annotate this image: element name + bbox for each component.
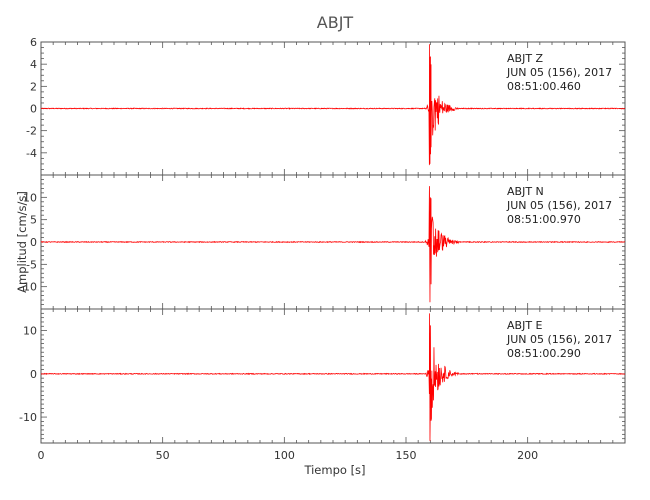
chart-title: ABJT	[317, 13, 354, 32]
panel-date: JUN 05 (156), 2017	[506, 333, 612, 346]
x-tick-label: 150	[396, 449, 417, 462]
y-tick-label: 2	[30, 80, 37, 93]
y-tick-label: -4	[26, 147, 37, 160]
panel-time: 08:51:00.460	[507, 80, 581, 93]
y-tick-label: -5	[26, 258, 37, 271]
panel-channel: ABJT N	[507, 185, 544, 198]
x-tick-label: 100	[274, 449, 295, 462]
y-tick-label: 5	[30, 214, 37, 227]
y-tick-label: 0	[30, 236, 37, 249]
y-tick-label: -10	[19, 281, 37, 294]
panel-channel: ABJT Z	[507, 52, 544, 65]
x-axis-label: Tiempo [s]	[303, 463, 365, 477]
y-tick-label: 6	[30, 36, 37, 49]
x-tick-label: 200	[517, 449, 538, 462]
panel-date: JUN 05 (156), 2017	[506, 199, 612, 212]
y-tick-label: 0	[30, 368, 37, 381]
waveform-trace	[40, 44, 626, 166]
panel-time: 08:51:00.290	[507, 347, 581, 360]
waveform-trace	[40, 186, 626, 303]
panel-time: 08:51:00.970	[507, 213, 581, 226]
waveform-trace	[40, 313, 626, 441]
y-axis-label: Amplitud [cm/s/s]	[15, 191, 29, 293]
y-tick-label: 10	[23, 191, 37, 204]
y-tick-label: 10	[23, 325, 37, 338]
y-tick-label: 4	[30, 58, 37, 71]
panel-channel: ABJT E	[507, 319, 543, 332]
y-tick-label: -10	[19, 411, 37, 424]
y-tick-label: -2	[26, 125, 37, 138]
y-tick-label: 0	[30, 103, 37, 116]
panel-date: JUN 05 (156), 2017	[506, 66, 612, 79]
x-tick-label: 50	[156, 449, 170, 462]
x-tick-label: 0	[38, 449, 45, 462]
